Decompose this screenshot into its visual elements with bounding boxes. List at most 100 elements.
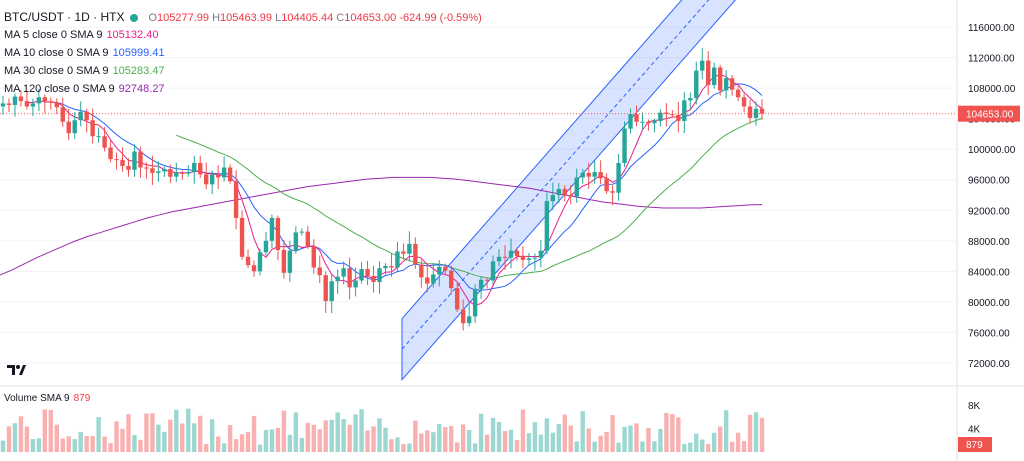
volume-bar — [413, 420, 418, 452]
volume-bar — [568, 425, 573, 452]
candle-body — [717, 67, 723, 91]
volume-bar — [520, 409, 526, 452]
candle-body — [425, 277, 430, 284]
volume-bar — [162, 431, 167, 452]
indicator-ma120[interactable]: MA 120 close 0 SMA 9 92748.27 — [4, 83, 165, 96]
candle-body — [640, 121, 645, 123]
candle-body — [413, 243, 418, 265]
volume-bar — [460, 424, 466, 452]
volume-bar — [102, 436, 107, 452]
candle-body — [353, 280, 358, 288]
volume-bar — [132, 435, 137, 452]
candle-body — [275, 217, 281, 250]
volume-bar — [168, 419, 173, 452]
volume-bar — [84, 436, 89, 452]
candle-body — [30, 103, 36, 107]
candle-body — [694, 70, 699, 99]
indicator-ma10[interactable]: MA 10 close 0 SMA 9 105999.41 — [4, 47, 165, 60]
volume-bar — [616, 442, 621, 452]
price-tick-label: 72000.00 — [968, 359, 1010, 370]
indicator-value: 105999.41 — [112, 47, 165, 59]
volume-bar — [694, 433, 699, 452]
volume-bar — [604, 431, 609, 452]
candle-body — [646, 121, 651, 124]
candle-body — [126, 165, 131, 170]
volume-legend[interactable]: Volume SMA 9 879 — [4, 393, 90, 404]
candle-body — [735, 89, 741, 98]
volume-bar — [323, 420, 328, 452]
candle-body — [186, 172, 191, 174]
volume-bar — [723, 410, 729, 452]
symbol-label[interactable]: BTC/USDT · 1D · HTX — [4, 10, 125, 24]
candle-body — [36, 97, 42, 104]
volume-bar — [688, 442, 693, 452]
volume-bar — [532, 422, 538, 452]
volume-bar — [6, 426, 12, 452]
ohlc-values: O105277.99 H105463.99 L104405.44 C104653… — [148, 12, 482, 24]
candle-body — [245, 256, 251, 266]
candle-body — [323, 275, 328, 302]
volume-bar — [144, 413, 149, 452]
volume-bar — [96, 417, 101, 452]
candle-body — [54, 102, 59, 108]
tradingview-logo-icon[interactable] — [6, 362, 26, 378]
volume-bar — [36, 438, 42, 452]
price-tick-label: 88000.00 — [968, 237, 1010, 248]
candle-body — [706, 60, 711, 86]
volume-bar — [431, 432, 436, 452]
volume-bar — [496, 421, 502, 452]
candle-body — [496, 256, 502, 262]
volume-bar — [610, 415, 615, 452]
indicator-label: MA 10 close 0 SMA 9 — [4, 47, 109, 59]
volume-bar — [526, 433, 532, 452]
candle-body — [598, 172, 603, 179]
volume-bar — [706, 444, 711, 452]
volume-bar — [455, 442, 460, 452]
indicator-ma30[interactable]: MA 30 close 0 SMA 9 105283.47 — [4, 65, 165, 78]
candle-body — [700, 60, 705, 71]
volume-bar — [544, 418, 550, 452]
volume-bar — [287, 434, 293, 452]
volume-bar — [0, 440, 6, 452]
volume-bar — [233, 439, 239, 452]
volume-bar — [735, 432, 741, 452]
volume-bar — [311, 424, 316, 452]
volume-bar — [186, 408, 191, 452]
candle-body — [60, 107, 65, 122]
volume-bar — [700, 439, 705, 452]
volume-bar — [257, 444, 263, 452]
candle-body — [502, 256, 508, 258]
candle-body — [347, 268, 352, 288]
candle-body — [562, 188, 567, 195]
candle-body — [233, 181, 239, 218]
candle-body — [78, 111, 83, 121]
volume-bar — [747, 414, 753, 452]
indicator-ma5[interactable]: MA 5 close 0 SMA 9 105132.40 — [4, 29, 158, 42]
candle-body — [24, 101, 30, 107]
candle-body — [466, 316, 472, 324]
candle-body — [490, 261, 496, 281]
volume-bar — [371, 426, 376, 452]
candle-body — [741, 97, 747, 107]
candle-body — [174, 172, 179, 177]
candle-body — [215, 174, 221, 178]
candle-body — [239, 217, 245, 257]
candle-body — [574, 177, 579, 197]
candle-body — [455, 288, 460, 310]
ma10-line — [56, 83, 763, 291]
price-tick-label: 108000.00 — [968, 84, 1016, 95]
symbol-header: BTC/USDT · 1D · HTX O105277.99 H105463.99… — [4, 11, 482, 25]
candle-body — [90, 120, 95, 137]
volume-bar — [759, 417, 765, 452]
market-status-icon — [130, 14, 139, 23]
volume-tick-label: 8K — [968, 401, 981, 412]
candle-body — [437, 266, 442, 275]
candle-body — [269, 217, 275, 241]
volume-bar — [437, 424, 442, 452]
candle-body — [72, 120, 77, 134]
volume-bar — [407, 443, 412, 452]
candle-body — [209, 174, 215, 185]
volume-bar — [717, 426, 723, 452]
candle-body — [628, 114, 633, 129]
